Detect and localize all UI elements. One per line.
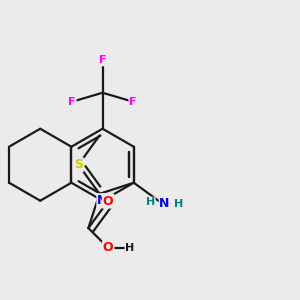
- Text: O: O: [103, 242, 113, 254]
- Text: S: S: [74, 158, 83, 171]
- Text: H: H: [174, 199, 183, 209]
- Text: F: F: [68, 97, 76, 107]
- Text: N: N: [98, 194, 108, 207]
- Text: N: N: [159, 197, 170, 210]
- Text: H: H: [146, 197, 155, 207]
- Text: F: F: [99, 56, 106, 65]
- Text: F: F: [129, 97, 137, 107]
- Text: O: O: [103, 195, 113, 208]
- Text: H: H: [125, 243, 134, 253]
